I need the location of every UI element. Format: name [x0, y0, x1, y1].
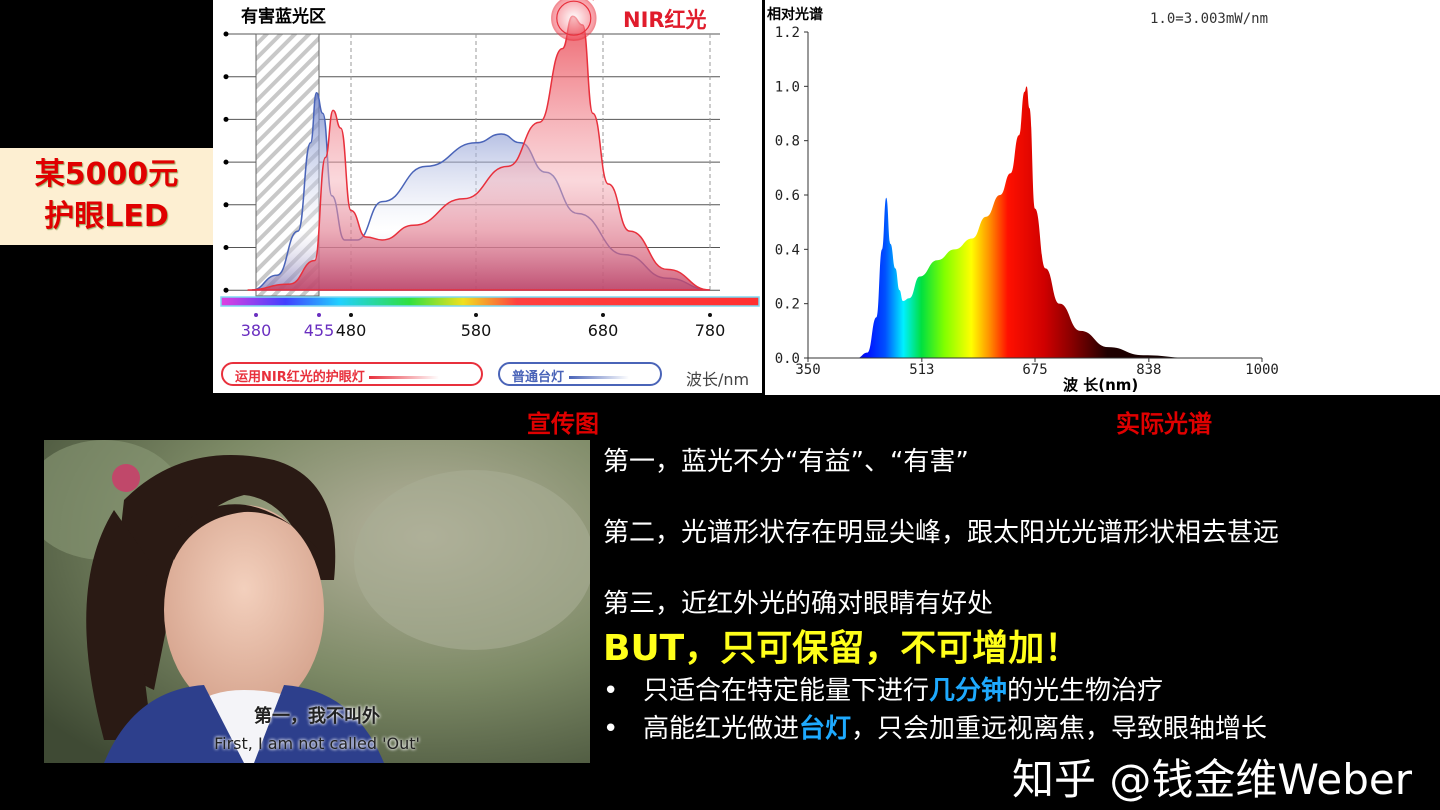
- scale-annotation: 1.0=3.003mW/nm: [1150, 11, 1269, 27]
- x-axis-label: 波长/nm: [686, 370, 750, 389]
- subtitle-cn: 第一，我不叫外: [254, 706, 380, 727]
- caption-promo: 宣传图: [527, 410, 599, 438]
- product-label: 某5000元 护眼LED: [0, 148, 213, 245]
- x-tick-label: 380: [241, 321, 272, 340]
- watermark: 知乎 @钱金维Weber: [1012, 755, 1413, 804]
- spectrum-area: [808, 86, 1262, 358]
- but-headline: BUT，只可保留，不可增加！: [603, 628, 1081, 669]
- x-tick-dot: [254, 313, 258, 317]
- grid-dot: [223, 245, 229, 250]
- video-still-photo: 第一，我不叫外 First, I am not called 'Out': [44, 440, 590, 763]
- bullet-mark: •: [603, 714, 619, 744]
- x-tick-label: 513: [909, 362, 934, 378]
- x-tick-label: 680: [588, 321, 619, 340]
- bullet-mark: •: [603, 676, 619, 706]
- bullet-1-post: 的光生物治疗: [1007, 676, 1164, 706]
- legend-item-ordinary-lamp: 普通台灯: [498, 362, 662, 386]
- bullet-1-highlight: 几分钟: [929, 676, 1008, 706]
- promo-chart-svg: 380 455 480 580 680 780: [220, 0, 760, 340]
- actual-spectrum-chart: 0.0 0.2 0.4 0.6 0.8 1.0 1.2 350 513 675 838 1000 相对…: [765, 0, 1440, 395]
- x-tick-label: 580: [461, 321, 492, 340]
- legend-label: 普通台灯: [512, 370, 565, 385]
- x-tick-label: 455: [304, 321, 335, 340]
- photo-illustration: [44, 440, 590, 763]
- promo-chart: 380 455 480 580 680 780 有害蓝光区 NIR红光 运用NIR红光的护…: [213, 0, 762, 393]
- legend-item-nir-lamp: 运用NIR红光的护眼灯: [221, 362, 483, 386]
- caption-actual: 实际光谱: [1116, 410, 1212, 438]
- grid-dot: [223, 74, 229, 80]
- point-2: 第二，光谱形状存在明显尖峰，跟太阳光光谱形状相去甚远: [603, 518, 1280, 548]
- x-tick-label: 480: [336, 321, 367, 340]
- y-tick-label: 0.0: [775, 351, 800, 367]
- x-tick-label: 780: [695, 321, 726, 340]
- subtitle-en: First, I am not called 'Out': [214, 734, 420, 753]
- y-tick-label: 0.4: [775, 242, 800, 258]
- grid-dot: [223, 116, 229, 122]
- nir-peak-ring-inner: [556, 0, 592, 36]
- bullet-1-pre: 只适合在特定能量下进行: [643, 676, 930, 706]
- bullet-2-pre: 高能红光做进: [643, 714, 800, 744]
- legend-swatch: [568, 376, 629, 379]
- series-nir-lamp-area: [247, 15, 711, 291]
- x-tick-label: 838: [1136, 362, 1161, 378]
- bullet-2-highlight: 台灯: [799, 714, 852, 744]
- y-axis-title: 相对光谱: [767, 7, 823, 23]
- point-1: 第一，蓝光不分“有益”、“有害”: [603, 447, 969, 477]
- x-tick-label: 350: [795, 362, 820, 378]
- actual-spectrum-svg: 0.0 0.2 0.4 0.6 0.8 1.0 1.2 350 513 675 838 1000: [775, 25, 1279, 378]
- x-tick-dot: [474, 313, 478, 317]
- spectrum-bar: [220, 296, 760, 307]
- y-tick-label: 0.6: [775, 188, 800, 204]
- grid-dot: [223, 31, 229, 37]
- x-tick-dot: [349, 313, 353, 317]
- grid-dot: [223, 287, 229, 293]
- label-line1: 某5000元: [34, 157, 179, 192]
- y-tick-label: 0.8: [775, 134, 800, 150]
- bullet-2-post: ，只会加重远视离焦，导致眼轴增长: [851, 714, 1268, 744]
- x-axis-label: 波 长(nm): [1063, 376, 1139, 394]
- point-3: 第三，近红外光的确对眼睛有好处: [603, 589, 994, 619]
- x-tick-dot: [601, 313, 605, 317]
- legend-swatch: [369, 376, 440, 379]
- legend-label: 运用NIR红光的护眼灯: [235, 370, 365, 385]
- label-line2: 护眼LED: [44, 199, 169, 234]
- y-tick-label: 1.0: [775, 79, 800, 95]
- bullet-2: • 高能红光做进台灯，只会加重远视离焦，导致眼轴增长: [603, 714, 1267, 744]
- grid-dot: [223, 202, 229, 208]
- y-tick-label: 1.2: [775, 25, 800, 41]
- x-tick-dot: [708, 313, 712, 317]
- grid-dot: [223, 159, 229, 165]
- nir-annotation: NIR红光: [623, 8, 707, 32]
- x-tick-label: 675: [1022, 362, 1047, 378]
- harmful-blue-zone-title: 有害蓝光区: [241, 7, 326, 27]
- x-tick-dot: [317, 313, 321, 317]
- y-tick-label: 0.2: [775, 297, 800, 313]
- x-tick-label: 1000: [1245, 362, 1279, 378]
- bullet-1: • 只适合在特定能量下进行几分钟的光生物治疗: [603, 676, 1163, 706]
- nir-peak-ring: [551, 0, 597, 41]
